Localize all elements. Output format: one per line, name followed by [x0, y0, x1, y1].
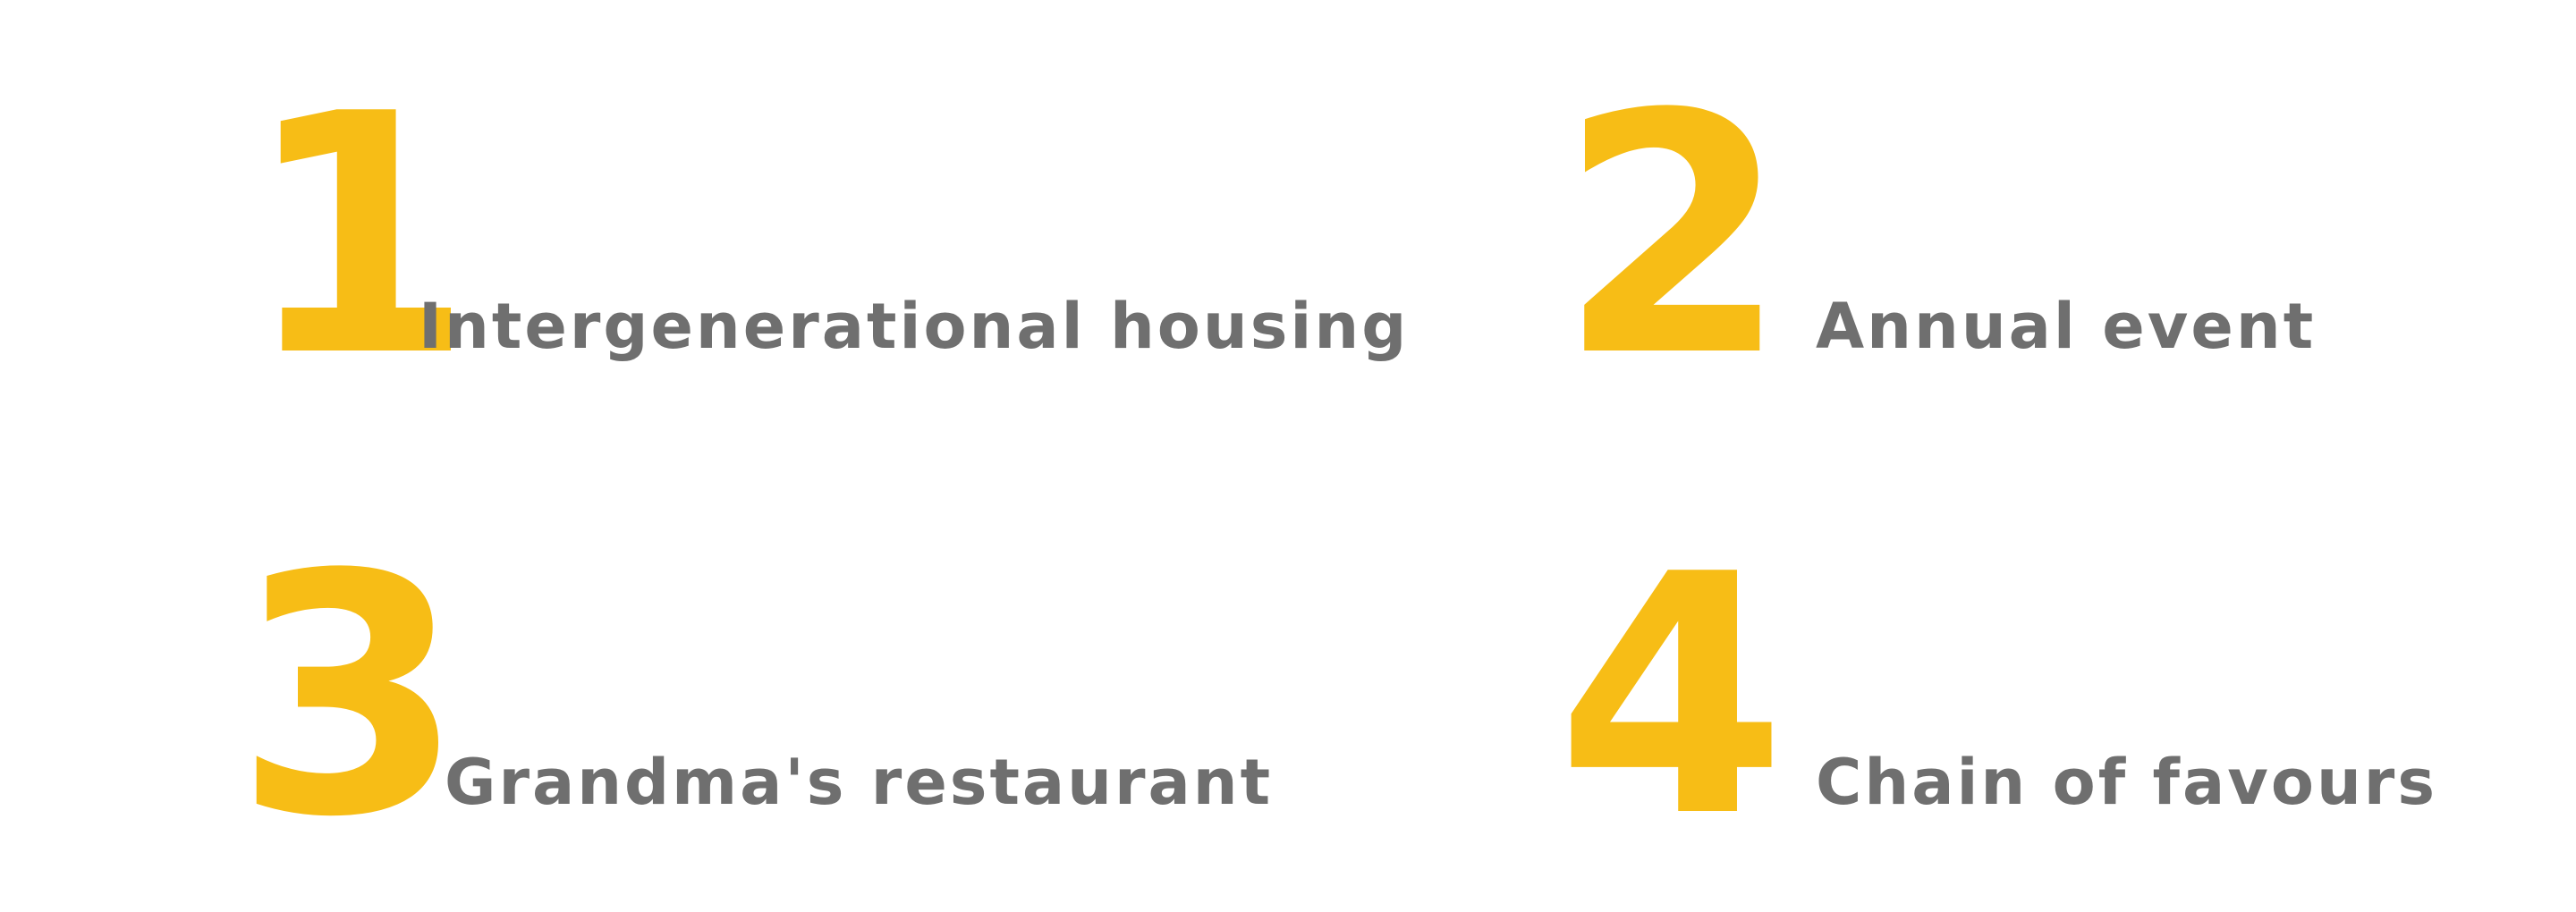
item-number: 2 [1558, 45, 1788, 429]
item-number: 3 [234, 505, 464, 890]
item-number: 4 [1556, 505, 1786, 890]
item-label: Grandma's restaurant [445, 746, 1274, 819]
item-number: 1 [243, 45, 473, 429]
item-label: Chain of favours [1816, 746, 2437, 819]
item-label: Intergenerational housing [419, 290, 1410, 363]
item-label: Annual event [1816, 290, 2317, 363]
